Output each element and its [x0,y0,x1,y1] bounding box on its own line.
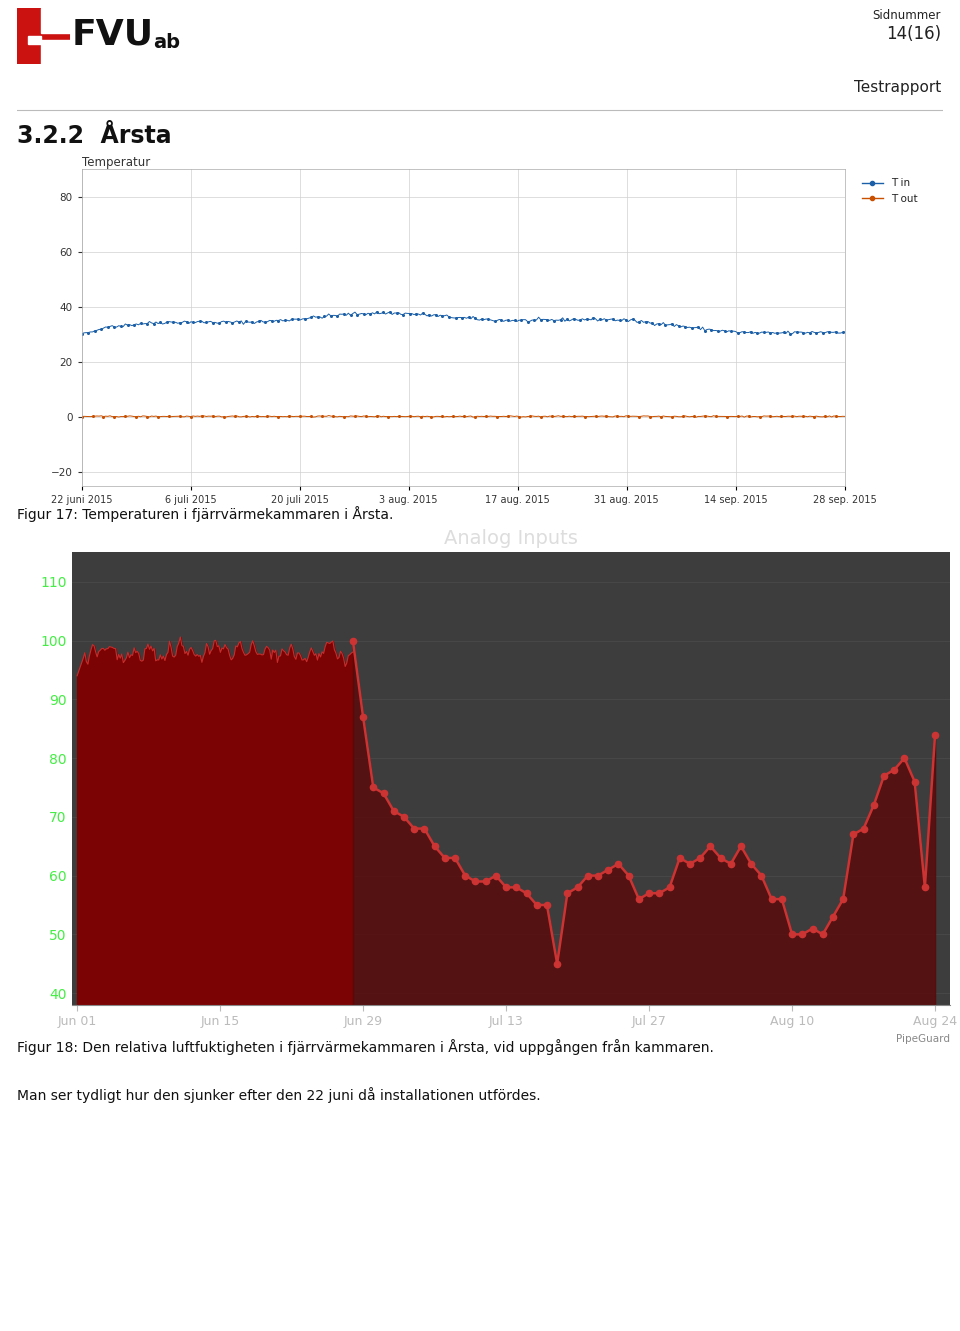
T out [690,409,702,425]
Bar [41,40,70,64]
T out [529,409,540,425]
Text: Testrapport: Testrapport [853,80,941,96]
Text: PipeGuard: PipeGuard [897,1034,950,1045]
Text: 3.2.2  Årsta: 3.2.2 Årsta [17,124,172,148]
T in [76,326,87,342]
Line: T out: T out [81,415,846,418]
T out [810,409,822,425]
T out [76,409,87,425]
T in [529,311,540,327]
T in [279,313,291,329]
T out [279,409,291,425]
Bar [28,36,41,44]
T out [832,409,844,425]
Text: FVU: FVU [72,17,155,51]
Text: Figur 18: Den relativa luftfuktigheten i fjärrvärmekammaren i Årsta, vid uppgång: Figur 18: Den relativa luftfuktigheten i… [17,1040,714,1055]
Text: ab: ab [154,33,180,52]
Line: T in: T in [81,311,846,335]
Bar [41,8,70,33]
Text: Man ser tydligt hur den sjunker efter den 22 juni då installationen utfördes.: Man ser tydligt hur den sjunker efter de… [17,1087,540,1103]
T in [808,325,820,341]
T in [839,325,851,341]
T out [323,407,334,423]
Text: Sidnummer: Sidnummer [873,8,941,21]
T out [485,409,496,425]
T out [430,409,442,425]
Text: 14(16): 14(16) [886,25,941,43]
T in [485,311,496,327]
T in [430,306,442,322]
T in [830,323,842,339]
Text: Temperatur: Temperatur [82,156,150,169]
Legend: T in, T out: T in, T out [857,174,922,208]
Title: Analog Inputs: Analog Inputs [444,528,578,548]
T out [839,409,851,425]
T in [372,303,383,319]
Text: Figur 17: Temperaturen i fjärrvärmekammaren i Årsta.: Figur 17: Temperaturen i fjärrvärmekamma… [17,506,394,522]
